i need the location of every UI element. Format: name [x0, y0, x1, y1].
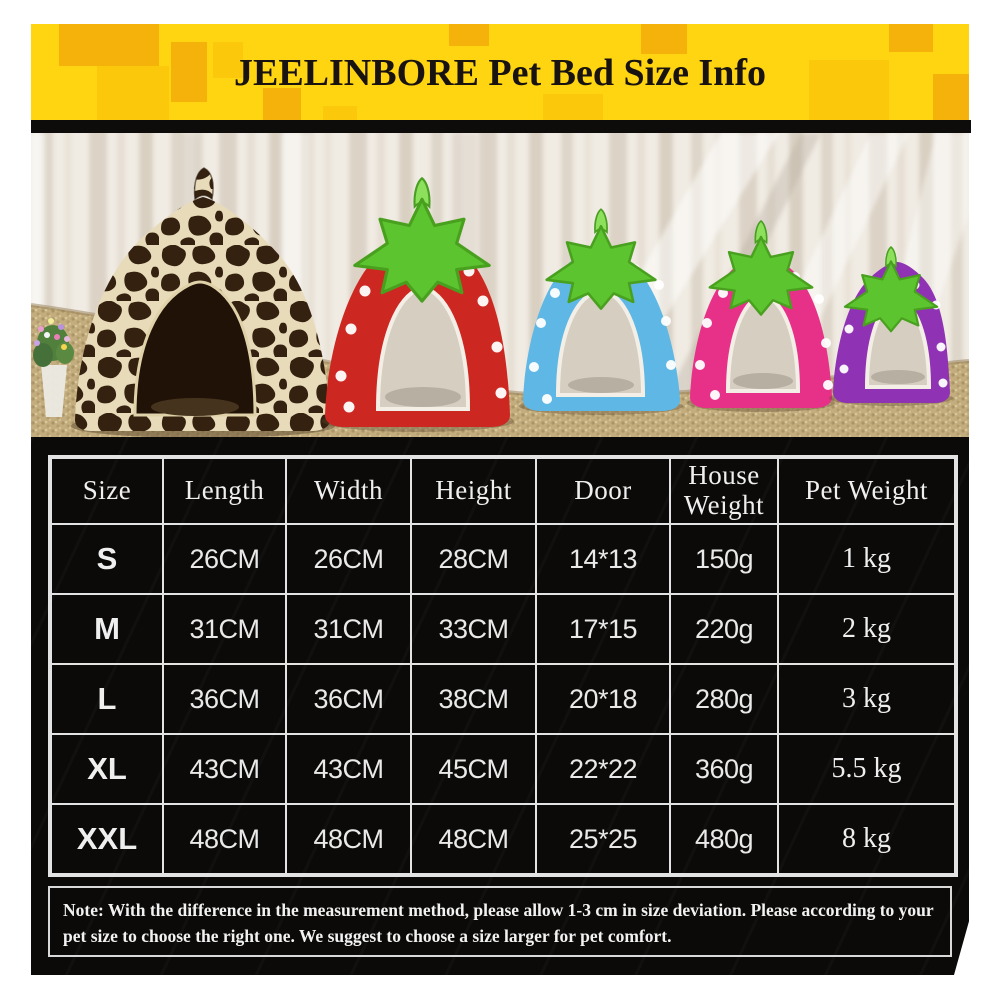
divider-bar [31, 120, 971, 133]
banner-decor-square [933, 74, 969, 120]
banner-decor-square [323, 106, 357, 120]
bed-floor-mat [568, 377, 634, 393]
bed-top-knot [193, 167, 214, 201]
cell: 38CM [411, 664, 536, 734]
column-header-size: Size [51, 458, 163, 524]
bed-opening [133, 280, 257, 417]
cell: 31CM [286, 594, 411, 664]
bed-floor-mat [733, 373, 793, 389]
bed-purple-strawberry [829, 245, 953, 406]
banner-decor-square [263, 88, 301, 120]
banner-decor-square [97, 66, 169, 120]
cell: 5.5 kg [778, 734, 955, 804]
cell: S [51, 524, 163, 594]
cell: 2 kg [778, 594, 955, 664]
column-header-pet-weight: Pet Weight [778, 458, 955, 524]
cell: 14*13 [536, 524, 670, 594]
cell: 220g [670, 594, 778, 664]
cell: 480g [670, 804, 778, 874]
cell: 280g [670, 664, 778, 734]
cell: 43CM [163, 734, 286, 804]
cell: 45CM [411, 734, 536, 804]
cell: XL [51, 734, 163, 804]
banner-decor-square [809, 60, 889, 120]
cell: 31CM [163, 594, 286, 664]
product-photo [31, 133, 969, 437]
bed-floor-mat [151, 398, 239, 416]
cell: 48CM [163, 804, 286, 874]
note-box: Note: With the difference in the measure… [48, 886, 952, 957]
banner-decor-square [213, 42, 243, 78]
cell: 17*15 [536, 594, 670, 664]
bed-rose-strawberry [687, 219, 835, 412]
column-header-door: Door [536, 458, 670, 524]
bed-blue-strawberry [519, 207, 683, 415]
cell: M [51, 594, 163, 664]
size-table: Size Length Width Height Door House Weig… [48, 455, 958, 877]
banner-decor-square [171, 42, 207, 102]
bed-floor-mat [871, 370, 925, 384]
cell: 33CM [411, 594, 536, 664]
banner-decor-square [543, 94, 603, 120]
banner-decor-square [641, 24, 687, 54]
cell: XXL [51, 804, 163, 874]
bed-floor-mat [385, 387, 461, 407]
cell: 36CM [286, 664, 411, 734]
cell: 48CM [286, 804, 411, 874]
cell: 8 kg [778, 804, 955, 874]
cell: 48CM [411, 804, 536, 874]
size-info-panel: Size Length Width Height Door House Weig… [31, 437, 969, 975]
cell: 1 kg [778, 524, 955, 594]
cell: 150g [670, 524, 778, 594]
cell: 26CM [286, 524, 411, 594]
column-header-width: Width [286, 458, 411, 524]
cell: 28CM [411, 524, 536, 594]
title-banner: JEELINBORE Pet Bed Size Info [31, 24, 969, 120]
cell: L [51, 664, 163, 734]
cell: 25*25 [536, 804, 670, 874]
bed-leopard [71, 167, 335, 437]
page-title: JEELINBORE Pet Bed Size Info [233, 52, 767, 94]
note-text: Note: With the difference in the measure… [63, 900, 934, 947]
cell: 26CM [163, 524, 286, 594]
flower-bouquet [33, 318, 74, 417]
cell: 36CM [163, 664, 286, 734]
cell: 3 kg [778, 664, 955, 734]
cell: 43CM [286, 734, 411, 804]
cell: 22*22 [536, 734, 670, 804]
cell: 360g [670, 734, 778, 804]
banner-decor-square [449, 24, 489, 46]
cell: 20*18 [536, 664, 670, 734]
column-header-length: Length [163, 458, 286, 524]
bed-red-strawberry [322, 176, 514, 432]
banner-decor-square [889, 24, 933, 52]
column-header-height: Height [411, 458, 536, 524]
column-header-house-weight: House Weight [670, 458, 778, 524]
banner-decor-square [59, 24, 159, 66]
